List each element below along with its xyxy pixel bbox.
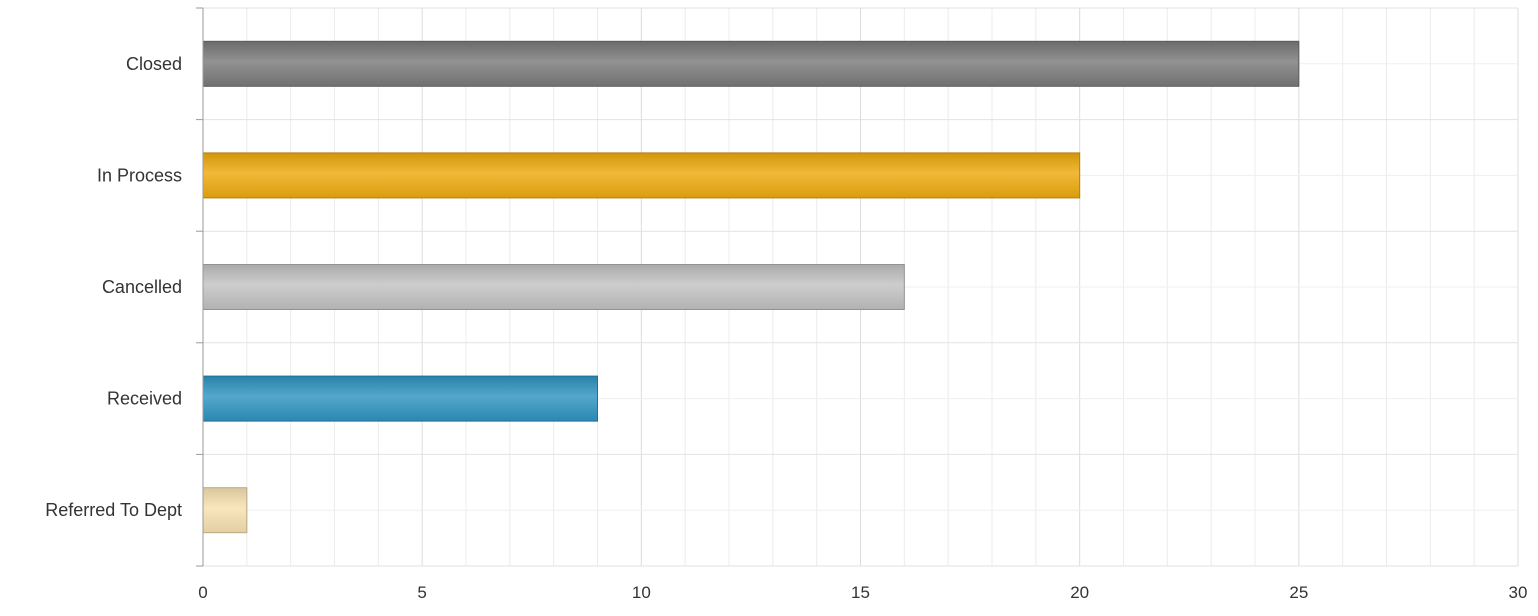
bars (202, 40, 1300, 534)
x-tick-label: 10 (632, 583, 651, 602)
x-tick-label: 30 (1509, 583, 1528, 602)
y-tick-label: In Process (97, 165, 182, 185)
axes (196, 7, 204, 567)
labels: Closed In Process Cancelled Received Referre… (45, 54, 1527, 602)
y-tick-label: Closed (126, 54, 182, 74)
x-tick-label: 20 (1070, 583, 1089, 602)
bar-referred-to-dept[interactable] (202, 487, 248, 534)
bar-received[interactable] (202, 375, 598, 422)
y-tick-label: Received (107, 389, 182, 409)
bar-in-process[interactable] (202, 152, 1081, 199)
x-tick-label: 25 (1289, 583, 1308, 602)
bar-cancelled[interactable] (202, 264, 905, 310)
y-tick-label: Referred To Dept (45, 500, 182, 520)
x-tick-label: 0 (198, 583, 207, 602)
x-tick-label: 5 (417, 583, 426, 602)
y-tick-label: Cancelled (102, 277, 182, 297)
bar-closed[interactable] (202, 40, 1300, 87)
x-tick-label: 15 (851, 583, 870, 602)
